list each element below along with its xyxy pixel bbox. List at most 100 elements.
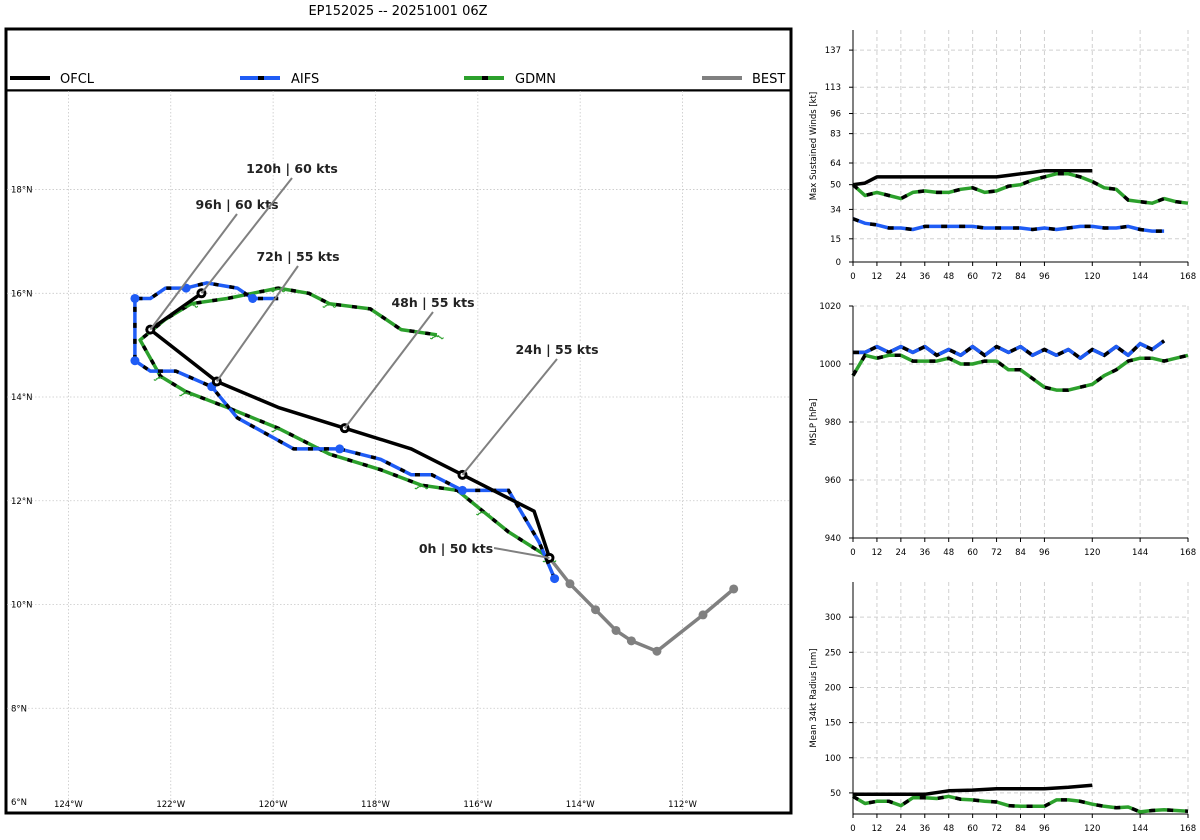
panel-2: 0 12 24 36 48 60 72 84 96 120 144 168 50 100 150 200 250… [809, 582, 1196, 834]
panel-x-tick-label: 96 [1039, 824, 1050, 834]
map-lon-tick-label: 120°W [259, 800, 288, 810]
map-plot-area [6, 90, 791, 813]
legend-label-aifs: AIFS [291, 72, 319, 87]
panel-0: 0 12 24 36 48 60 72 84 96 120 144 168 0 15 34 50 64 83 96 1… [809, 30, 1196, 282]
panel-y-tick-label: 940 [825, 534, 841, 544]
panel-x-tick-label: 48 [943, 272, 954, 282]
panel-y-tick-label: 960 [825, 476, 841, 486]
legend-label-best: BEST [752, 72, 785, 87]
best-track-point [652, 646, 662, 656]
panel-y-tick-label: 64 [830, 159, 841, 169]
panel-x-tick-label: 168 [1180, 824, 1196, 834]
panel-series-ofcl [852, 168, 1093, 187]
panel-x-tick-label: 36 [919, 272, 930, 282]
panel-x-tick-label: 84 [1015, 272, 1026, 282]
annotation-leader-line [149, 213, 238, 331]
panel-x-tick-label: 120 [1084, 824, 1100, 834]
annotation-leader-line [493, 547, 550, 559]
gdmn-storm-symbol: ෴ [476, 502, 490, 520]
panel-y-tick-label: 50 [830, 789, 841, 799]
aifs-track-point [130, 293, 140, 303]
map-lon-tick-label: 118°W [361, 800, 390, 810]
gdmn-storm-symbol: ෴ [430, 326, 444, 344]
panel-x-tick-label: 12 [872, 548, 883, 558]
legend-label-ofcl: OFCL [60, 72, 95, 87]
panel-1: 0 12 24 36 48 60 72 84 96 120 144 168 940 960 980 1000 1… [809, 302, 1196, 558]
panel-y-tick-label: 50 [830, 181, 841, 191]
panel-y-tick-label: 83 [830, 130, 841, 140]
panel-y-tick-label: 96 [830, 110, 841, 120]
annotation-label: 96h | 60 kts [195, 197, 278, 212]
map-lat-tick-label: 14°N [11, 393, 32, 403]
legend-item-ofcl: OFCL [10, 72, 95, 87]
legend-item-best: BEST [702, 72, 785, 87]
best-track-point [591, 605, 601, 615]
panel-series-aifs [852, 217, 1165, 233]
panel-x-tick-label: 12 [872, 272, 883, 282]
panel-y-tick-label: 980 [825, 418, 841, 428]
panel-series-dash-gdmn [851, 353, 1189, 392]
best-track-point [626, 636, 636, 646]
track-dash-gdmn [137, 286, 551, 560]
gdmn-storm-symbol: ෴ [153, 367, 167, 385]
panel-x-tick-label: 24 [895, 548, 906, 558]
map-lat-tick-label: 10°N [11, 601, 32, 611]
track-line-best [548, 556, 735, 653]
panel-y-axis-label: Max Sustained Winds [kt] [809, 92, 819, 200]
map-lat-tick-label: 6°N [11, 798, 27, 808]
legend-label-gdmn: GDMN [515, 72, 556, 87]
panel-y-tick-label: 100 [825, 754, 841, 764]
map-tracks: ෴෴෴෴෴෴෴෴෴෴ [130, 279, 739, 656]
panel-y-tick-label: 137 [825, 46, 841, 56]
panel-x-tick-label: 0 [850, 548, 855, 558]
gdmn-storm-symbol: ෴ [184, 295, 198, 313]
panel-x-tick-label: 24 [895, 824, 906, 834]
aifs-track-point [335, 444, 345, 454]
gdmn-storm-symbol: ෴ [271, 419, 285, 437]
gdmn-storm-symbol: ෴ [414, 476, 428, 494]
annotation-label: 24h | 55 kts [515, 342, 598, 357]
map-lon-tick-label: 124°W [54, 800, 83, 810]
panel-x-tick-label: 144 [1132, 272, 1148, 282]
map-tick-labels: 124°W 122°W 120°W 118°W 116°W 114°W 112°W 6°N 8°… [11, 186, 698, 810]
panel-y-tick-label: 34 [830, 205, 841, 215]
annotation-label: 72h | 55 kts [256, 249, 339, 264]
annotation-leader-line [461, 358, 558, 476]
legend-item-gdmn: GDMN [464, 72, 556, 87]
panel-x-tick-label: 84 [1015, 824, 1026, 834]
aifs-track-point [457, 485, 467, 495]
panel-x-tick-label: 144 [1132, 548, 1148, 558]
annotation-leader-line [200, 177, 293, 294]
gdmn-storm-symbol: ෴ [322, 295, 336, 313]
map-lat-tick-label: 18°N [11, 186, 32, 196]
map-lat-tick-label: 12°N [11, 497, 32, 507]
panel-y-tick-label: 300 [825, 613, 841, 623]
panel-x-tick-label: 60 [967, 824, 978, 834]
aifs-track-point [550, 574, 560, 584]
panel-y-tick-label: 15 [830, 235, 841, 245]
panel-y-tick-label: 1020 [819, 302, 841, 312]
panel-x-tick-label: 96 [1039, 272, 1050, 282]
map-lon-tick-label: 114°W [566, 800, 595, 810]
panel-series-ofcl [853, 783, 1093, 797]
track-dash-aifs [133, 281, 557, 580]
panel-series-dash-gdmn [852, 794, 1189, 814]
map-annotations: 0h | 50 kts 24h | 55 kts 48h | 55 kts 72h |… [149, 160, 600, 559]
panel-x-tick-label: 60 [967, 548, 978, 558]
panel-y-tick-label: 1000 [819, 360, 841, 370]
panel-x-tick-label: 48 [943, 824, 954, 834]
aifs-track-point [248, 293, 258, 303]
legend-item-aifs: AIFS [240, 72, 319, 87]
panel-series-gdmn [851, 172, 1189, 205]
annotation-leader-line [343, 311, 434, 429]
aifs-track-point [130, 356, 140, 366]
panel-x-tick-label: 36 [919, 824, 930, 834]
panel-y-axis-label: MSLP [hPa] [809, 398, 819, 445]
best-track-point [729, 584, 739, 594]
best-track-point [565, 579, 575, 589]
panel-series-dash-aifs [853, 339, 1166, 361]
gdmn-storm-symbol: ෴ [271, 279, 285, 297]
panel-y-axis-label: Mean 34kt Radius [nm] [809, 648, 819, 747]
panel-x-tick-label: 0 [850, 824, 855, 834]
